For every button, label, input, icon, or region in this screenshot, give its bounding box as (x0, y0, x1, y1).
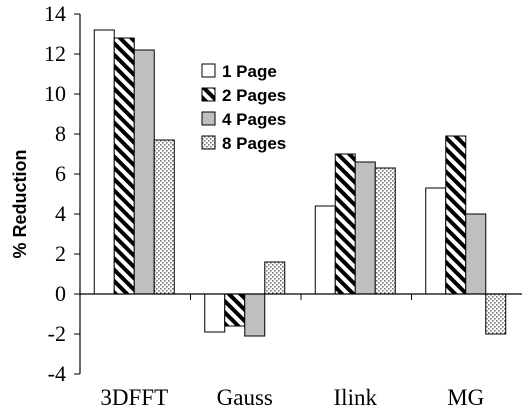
x-category-label: MG (447, 385, 484, 410)
legend-label: 4 Pages (222, 110, 286, 129)
legend: 1 Page 2 Pages 4 Pages 8 Pages (201, 62, 286, 153)
y-tick-label: -4 (48, 361, 66, 386)
bar-mg-4-pages (465, 213, 487, 295)
bar-gauss-2-pages (224, 293, 246, 327)
bar-ilink-2-pages (334, 153, 356, 295)
y-tick-label: 8 (55, 121, 66, 146)
y-tick-label: 4 (55, 201, 66, 226)
bar-gauss-4-pages (244, 293, 266, 337)
bar-mg-8-pages (485, 293, 507, 335)
legend-swatch (201, 111, 216, 126)
x-categories-group: 3DFFT Gauss Ilink MG (100, 385, 484, 410)
y-axis-label: % Reduction (10, 149, 30, 258)
bar-3dfft-2-pages (113, 37, 135, 295)
y-tick-label: -2 (48, 321, 66, 346)
bar-3dfft-8-pages (153, 139, 175, 295)
legend-label: 2 Pages (222, 86, 286, 105)
bar-3dfft-4-pages (133, 49, 155, 295)
bar-3dfft-1-page (93, 29, 115, 295)
y-ticks-group: -4 -2 0 2 4 6 8 10 12 14 (44, 1, 80, 386)
bar-mg-2-pages (445, 135, 467, 295)
y-tick-label: 10 (44, 81, 66, 106)
legend-swatch (201, 63, 216, 78)
axes-group (79, 14, 522, 374)
legend-swatch (201, 87, 216, 102)
bar-mg-1-page (425, 187, 447, 295)
legend-label: 1 Page (222, 62, 277, 81)
y-tick-label: 0 (55, 281, 66, 306)
legend-swatch (201, 135, 216, 150)
y-tick-label: 12 (44, 41, 66, 66)
y-tick-label: 6 (55, 161, 66, 186)
x-category-label: Gauss (217, 385, 273, 410)
bar-gauss-8-pages (264, 261, 286, 295)
bars-group (93, 29, 507, 337)
y-tick-label: 14 (44, 1, 66, 26)
y-tick-label: 2 (55, 241, 66, 266)
bar-gauss-1-page (204, 293, 226, 333)
bar-ilink-1-page (314, 205, 336, 295)
bar-ilink-8-pages (374, 167, 396, 295)
x-category-label: 3DFFT (100, 385, 168, 410)
x-category-label: Ilink (334, 385, 378, 410)
bar-ilink-4-pages (354, 161, 376, 295)
legend-label: 8 Pages (222, 134, 286, 153)
